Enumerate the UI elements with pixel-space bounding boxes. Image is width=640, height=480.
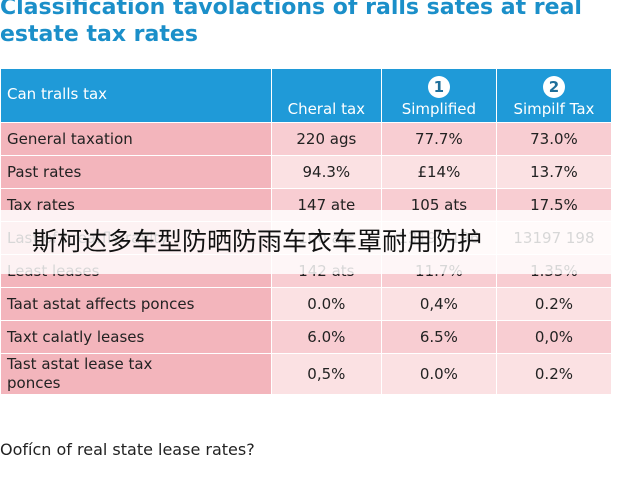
table-cell: 77.7%	[380, 122, 497, 156]
cell-text: 77.7%	[415, 129, 463, 148]
cell-text: 0,0%	[534, 327, 573, 346]
table-row: Past rates 94.3% £14% 13.7%	[0, 155, 613, 189]
column-header: 2 Simpilf Tax	[495, 68, 613, 123]
column-header: Can tralls tax	[0, 68, 272, 123]
table-cell: 0.0%	[380, 353, 497, 395]
column-header: Cheral tax	[270, 68, 382, 123]
overlay-caption: 斯柯达多车型防晒防雨车衣车罩耐用防护	[0, 210, 640, 274]
cell-text: Taat astat affects ponces	[7, 294, 195, 313]
title: Classification tavolactions of ralls sat…	[0, 0, 582, 47]
table-cell: 73.0%	[495, 122, 613, 156]
cell-text: Past rates	[7, 162, 82, 181]
column-label: Cheral tax	[287, 100, 366, 118]
table-cell: 0.2%	[495, 353, 613, 395]
cell-text: 94.3%	[302, 162, 351, 181]
cell-text: 17.5%	[530, 195, 578, 214]
table-cell: Past rates	[0, 155, 272, 189]
cell-text: Tax rates	[7, 195, 75, 214]
cell-text: £14%	[417, 162, 461, 181]
column-label: Simpilf Tax	[513, 100, 595, 118]
table-cell: Taxt calatly leases	[0, 320, 272, 354]
cell-text: 13.7%	[530, 162, 578, 181]
table-cell: Taat astat affects ponces	[0, 287, 272, 321]
table-cell: £14%	[380, 155, 497, 189]
column-badge: 2	[542, 76, 565, 98]
column-badge: 1	[427, 76, 450, 98]
cell-text: 6.0%	[307, 327, 346, 346]
table-cell: 6.0%	[270, 320, 382, 354]
table-cell: 147 ate	[270, 188, 382, 222]
cell-text: Tast astat lease tax ponces	[7, 355, 153, 392]
table-cell: 0,0%	[495, 320, 613, 354]
cell-text: 147 ate	[297, 195, 356, 214]
table-cell: 0.0%	[270, 287, 382, 321]
table-cell: 94.3%	[270, 155, 382, 189]
column-header: 1 Simplified	[380, 68, 497, 123]
cell-text: 6.5%	[419, 327, 458, 346]
cell-text: 0.2%	[534, 294, 573, 313]
column-label: Simplified	[401, 100, 477, 118]
table-row: Tast astat lease tax ponces 0,5% 0.0% 0.2%	[0, 353, 613, 395]
cell-text: 73.0%	[530, 129, 578, 148]
cell-text: 0,4%	[419, 294, 458, 313]
table-cell: 13.7%	[495, 155, 613, 189]
table-cell: Tast astat lease tax ponces	[0, 353, 272, 395]
cell-text: 105 ats	[410, 195, 468, 214]
cell-text: Taxt calatly leases	[7, 327, 145, 346]
cell-text: 0.2%	[534, 364, 573, 383]
cell-text: 220 ags	[296, 129, 357, 148]
table-cell: 0,5%	[270, 353, 382, 395]
cell-text: 0.0%	[307, 294, 346, 313]
footer-question: Oofícn of real state lease rates?	[0, 440, 255, 459]
cell-text: General taxation	[7, 129, 133, 148]
table-cell: 0,4%	[380, 287, 497, 321]
header-row: Can tralls tax Cheral tax 1 Simplified 2 Simp…	[0, 68, 613, 123]
table-row: Taxt calatly leases 6.0% 6.5% 0,0%	[0, 320, 613, 354]
table-cell: 6.5%	[380, 320, 497, 354]
table-cell: 220 ags	[270, 122, 382, 156]
table-cell: 0.2%	[495, 287, 613, 321]
table-row: General taxation 220 ags 77.7% 73.0%	[0, 122, 613, 156]
table-row: Taat astat affects ponces 0.0% 0,4% 0.2%	[0, 287, 613, 321]
table-cell: General taxation	[0, 122, 272, 156]
column-label: Can tralls tax	[7, 85, 108, 103]
cell-text: 0,5%	[307, 364, 346, 383]
cell-text: 0.0%	[419, 364, 458, 383]
